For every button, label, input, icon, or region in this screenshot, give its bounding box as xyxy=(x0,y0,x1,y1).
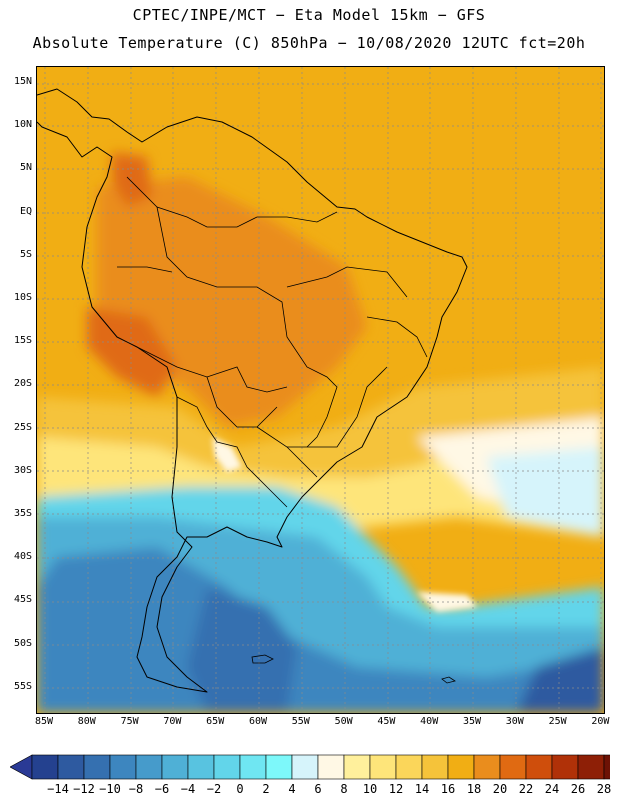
temperature-zone-minus10 xyxy=(187,587,297,713)
temperature-zone-6 xyxy=(487,447,604,537)
latitude-label: 20S xyxy=(13,378,32,390)
colorbar-tick-label: −4 xyxy=(180,782,196,796)
longitude-label: 70W xyxy=(163,716,182,727)
latitude-label: 35S xyxy=(13,508,32,519)
colorbar-swatch xyxy=(239,754,267,780)
colorbar-swatch xyxy=(213,754,241,780)
colorbar-tick-label: 8 xyxy=(340,782,348,796)
colorbar-swatch xyxy=(317,754,345,780)
colorbar-swatch xyxy=(57,754,85,780)
temperature-zone-22 xyxy=(87,307,177,397)
colorbar-swatch xyxy=(551,754,579,780)
colorbar-tick-label: 14 xyxy=(414,782,430,796)
colorbar-tick-label: 10 xyxy=(362,782,378,796)
colorbar-swatch xyxy=(395,754,423,780)
latitude-label: 40S xyxy=(13,551,32,563)
longitude-label: 25W xyxy=(548,716,567,727)
temperature-zone-22-north xyxy=(112,152,152,207)
colorbar-tick-label: −8 xyxy=(128,782,144,796)
colorbar-swatch xyxy=(577,754,605,780)
latitude-label: 55S xyxy=(13,680,32,692)
temperature-zone-minus6 xyxy=(37,547,604,713)
colorbar-swatch xyxy=(135,754,163,780)
colorbar-swatch xyxy=(31,754,59,780)
colorbar-tick-label: 28 xyxy=(596,782,612,796)
longitude-label: 80W xyxy=(77,716,96,727)
colorbar-tick-label: 26 xyxy=(570,782,586,796)
longitude-label: 50W xyxy=(334,716,353,727)
latitude-label: 5N xyxy=(19,162,32,174)
temperature-map xyxy=(36,66,605,714)
colorbar-tick-label: 16 xyxy=(440,782,456,796)
colorbar-swatch xyxy=(161,754,189,780)
south-georgia xyxy=(441,676,456,684)
longitude-label: 75W xyxy=(120,716,139,727)
colorbar-tick-label: 18 xyxy=(466,782,482,796)
colorbar-swatch xyxy=(525,754,553,780)
temperature-zone-minus12 xyxy=(517,647,604,713)
longitude-label: 60W xyxy=(248,716,268,727)
colorbar-tick-label: −12 xyxy=(73,782,95,796)
longitude-label: 55W xyxy=(291,716,310,727)
colorbar-swatch xyxy=(603,754,610,780)
longitude-label: 30W xyxy=(505,716,524,727)
longitude-label: 45W xyxy=(377,716,396,727)
map-title-line1: CPTEC/INPE/MCT − Eta Model 15km − GFS xyxy=(132,6,486,24)
colorbar-tick-label: 22 xyxy=(518,782,534,796)
latitude-label: 50S xyxy=(13,637,32,649)
map-title-line2: Absolute Temperature (C) 850hPa − 10/08/… xyxy=(32,34,586,52)
colorbar-tick-label: 6 xyxy=(314,782,322,796)
latitude-label: EQ xyxy=(19,205,32,217)
colorbar-swatch xyxy=(473,754,501,780)
latitude-label: 25S xyxy=(13,421,32,433)
colorbar-swatch xyxy=(109,754,137,780)
colorbar-tick-label: 2 xyxy=(262,782,270,796)
colorbar-tick-label: −2 xyxy=(206,782,222,796)
colorbar-swatch xyxy=(187,754,215,780)
colorbar-swatch xyxy=(343,754,371,780)
colorbar-tick-label: 0 xyxy=(236,782,244,796)
colorbar-tick-label: 20 xyxy=(492,782,508,796)
falkland-islands xyxy=(251,654,274,664)
colorbar-under-arrow xyxy=(10,754,33,780)
colorbar-swatch xyxy=(265,754,293,780)
latitude-label: 15N xyxy=(13,76,32,87)
latitude-label: 5S xyxy=(19,248,32,260)
longitude-label: 35W xyxy=(462,716,482,727)
latitude-label: 10N xyxy=(13,119,32,131)
colorbar-swatch xyxy=(369,754,397,780)
colorbar-tick-label: −6 xyxy=(154,782,170,796)
latitude-label: 30S xyxy=(13,464,32,476)
colorbar-swatch xyxy=(499,754,527,780)
latitude-label: 45S xyxy=(13,594,32,606)
colorbar-swatch xyxy=(447,754,475,780)
colorbar-swatch xyxy=(421,754,449,780)
longitude-label: 85W xyxy=(34,716,54,727)
warm-streak xyxy=(212,437,242,472)
longitude-label: 40W xyxy=(420,716,439,727)
latitude-label: 15S xyxy=(13,335,32,347)
colorbar-tick-label: −10 xyxy=(99,782,121,796)
colorbar-swatch xyxy=(291,754,319,780)
colorbar-tick-label: 4 xyxy=(288,782,296,796)
colorbar-tick-label: 24 xyxy=(544,782,560,796)
longitude-label: 20W xyxy=(591,716,610,727)
south-america-coastline xyxy=(37,88,468,693)
latitude-label: 10S xyxy=(13,292,32,303)
colorbar-tick-label: −14 xyxy=(47,782,69,796)
map-canvas xyxy=(37,67,604,713)
colorbar-tick-label: 12 xyxy=(388,782,404,796)
longitude-label: 65W xyxy=(206,716,225,727)
colorbar-swatch xyxy=(83,754,111,780)
temperature-colorbar xyxy=(10,754,610,780)
country-borders xyxy=(117,176,428,508)
